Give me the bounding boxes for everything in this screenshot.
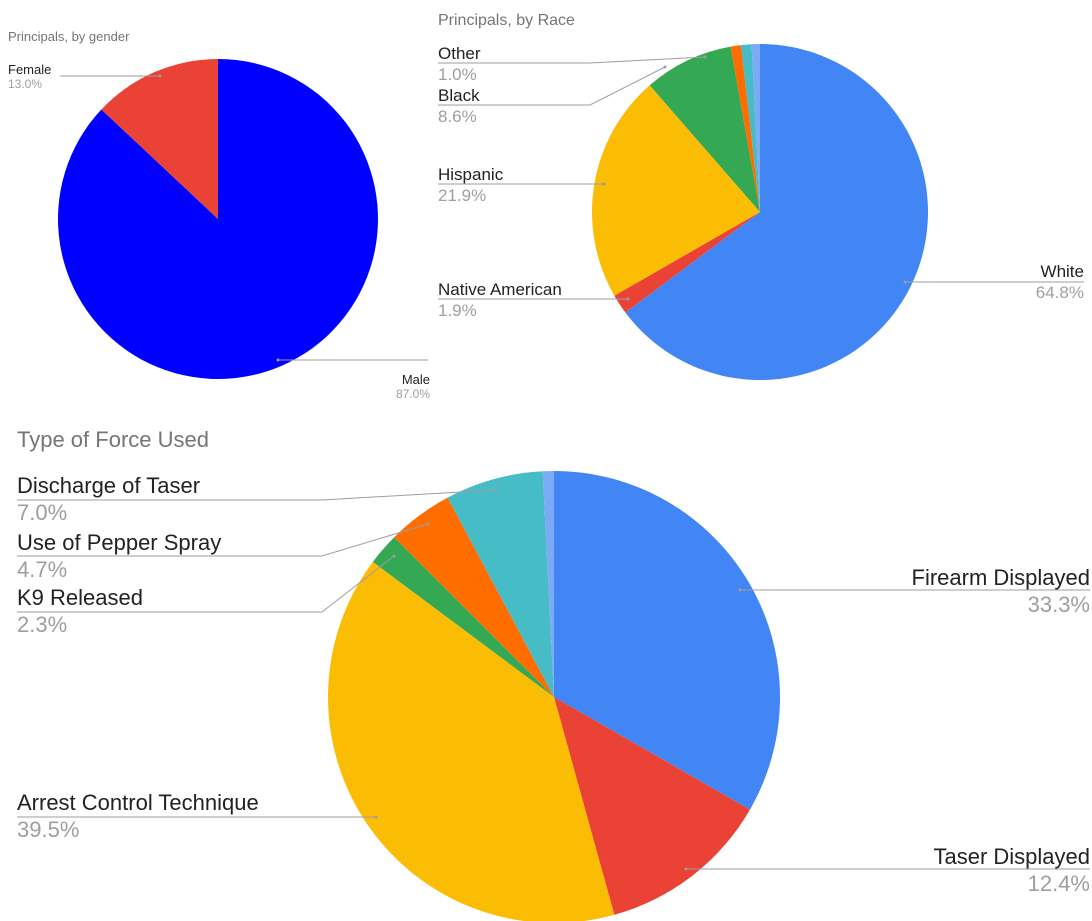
slice-percent-firearm-displayed: 33.3%: [1028, 592, 1090, 617]
slice-label-white: White: [1041, 262, 1084, 281]
slice-percent-female: 13.0%: [8, 77, 42, 91]
slice-label-native-american: Native American: [438, 280, 562, 299]
slice-percent-arrest-control-technique: 39.5%: [17, 817, 79, 842]
slice-label-hispanic: Hispanic: [438, 165, 504, 184]
leader-dot: [663, 65, 667, 69]
leader-dot: [738, 588, 742, 592]
pie-chart-force: Type of Force Used Firearm Displayed33.3%…: [17, 427, 1090, 921]
pie-slice-unlabeled[interactable]: [542, 471, 554, 697]
leader-dot: [494, 488, 498, 492]
pie-slice-discharge-of-taser[interactable]: [447, 471, 554, 697]
leader-dot: [426, 522, 430, 526]
leader-dot: [158, 74, 162, 78]
leader-dot: [602, 182, 606, 186]
slice-percent-hispanic: 21.9%: [438, 186, 486, 205]
pie-slice-other[interactable]: [730, 45, 760, 212]
leader-line: [17, 523, 429, 557]
slice-percent-taser-displayed: 12.4%: [1028, 871, 1090, 896]
pie-slice-white[interactable]: [625, 44, 928, 380]
leader-line: [17, 555, 395, 613]
pie-slice-use-of-pepper-spray[interactable]: [394, 497, 554, 697]
chart-title-race: Principals, by Race: [438, 12, 575, 29]
leader-line: [438, 56, 706, 64]
leader-dot: [903, 280, 907, 284]
slice-label-firearm-displayed: Firearm Displayed: [912, 565, 1091, 590]
slice-label-female: Female: [8, 62, 51, 77]
slice-percent-male: 87.0%: [396, 387, 430, 401]
leader-dot: [626, 297, 630, 301]
pie-slice-hispanic[interactable]: [591, 85, 760, 296]
slice-percent-white: 64.8%: [1036, 283, 1084, 302]
slice-label-discharge-of-taser: Discharge of Taser: [17, 473, 200, 498]
leader-dot: [703, 55, 707, 59]
pie-slice-native-american[interactable]: [614, 212, 760, 313]
slice-percent-black: 8.6%: [438, 107, 477, 126]
pie-slice-firearm-displayed[interactable]: [554, 471, 781, 810]
slice-percent-other: 1.0%: [438, 65, 477, 84]
leader-dot: [374, 815, 378, 819]
slice-label-k9-released: K9 Released: [17, 585, 143, 610]
slice-label-use-of-pepper-spray: Use of Pepper Spray: [17, 530, 221, 555]
pie-slice-k9-released[interactable]: [372, 537, 554, 697]
pie-slice-unlabeled[interactable]: [751, 44, 760, 212]
leader-line: [438, 66, 666, 106]
slice-label-taser-displayed: Taser Displayed: [933, 844, 1090, 869]
pie-slice-arrest-control-technique[interactable]: [328, 561, 615, 921]
slice-label-black: Black: [438, 86, 480, 105]
pie-slice-taser-displayed[interactable]: [554, 697, 750, 915]
slice-percent-discharge-of-taser: 7.0%: [17, 500, 67, 525]
pie-chart-race: Principals, by Race White 64.8% Native Amer…: [438, 12, 1084, 380]
leader-line: [17, 489, 497, 501]
pie-slice-unlabeled[interactable]: [741, 44, 760, 213]
slice-label-other: Other: [438, 44, 481, 63]
slice-label-male: Male: [402, 372, 430, 387]
slice-label-arrest-control-technique: Arrest Control Technique: [17, 790, 259, 815]
slice-percent-use-of-pepper-spray: 4.7%: [17, 557, 67, 582]
slice-percent-native-american: 1.9%: [438, 301, 477, 320]
pie-slice-female[interactable]: [101, 59, 218, 219]
leader-dot: [392, 554, 396, 558]
chart-title-gender: Principals, by gender: [8, 29, 130, 44]
leader-dot: [684, 867, 688, 871]
slice-percent-k9-released: 2.3%: [17, 612, 67, 637]
chart-title-force: Type of Force Used: [17, 427, 209, 452]
pie-slice-black[interactable]: [649, 46, 760, 212]
leader-dot: [276, 358, 280, 362]
